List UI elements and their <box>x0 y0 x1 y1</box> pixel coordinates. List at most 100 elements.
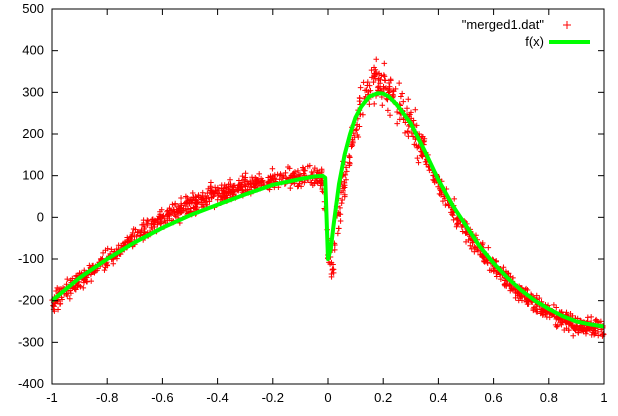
data-point <box>343 176 349 183</box>
data-point <box>515 297 522 304</box>
x-tick-label: 0.2 <box>374 390 392 405</box>
data-point <box>57 300 64 307</box>
data-point <box>500 264 507 271</box>
data-point <box>414 155 421 161</box>
data-point <box>542 311 549 318</box>
data-point <box>229 187 235 193</box>
data-point <box>579 324 585 331</box>
data-point <box>404 129 411 135</box>
data-point <box>69 275 76 282</box>
data-point <box>396 80 402 86</box>
data-point <box>479 254 486 260</box>
data-point <box>242 178 248 184</box>
data-point <box>157 208 163 215</box>
data-point <box>227 176 233 183</box>
data-point <box>381 86 387 92</box>
data-point <box>370 79 377 85</box>
data-point <box>145 218 151 224</box>
data-point <box>377 85 383 92</box>
data-point <box>551 302 557 308</box>
data-point <box>88 271 94 278</box>
data-point <box>270 173 276 179</box>
data-point <box>81 279 87 286</box>
data-point <box>253 176 260 183</box>
data-point <box>208 190 215 196</box>
data-point <box>314 167 320 174</box>
data-point <box>592 330 598 337</box>
y-tick-label: -200 <box>18 293 44 308</box>
data-point <box>276 176 283 183</box>
data-point <box>351 134 358 141</box>
data-point <box>415 159 422 166</box>
data-point <box>442 202 449 208</box>
data-point <box>408 109 414 116</box>
data-point <box>536 295 543 301</box>
data-point <box>510 275 516 281</box>
data-point <box>154 219 161 226</box>
data-point <box>218 182 225 188</box>
data-point <box>77 283 84 290</box>
data-point <box>566 327 572 333</box>
legend-plus-marker <box>563 21 571 29</box>
data-point <box>454 222 460 228</box>
data-point <box>533 303 540 309</box>
data-point <box>337 205 343 211</box>
data-point <box>402 119 409 126</box>
data-point <box>242 183 249 189</box>
data-point <box>133 233 140 240</box>
data-point <box>377 76 384 83</box>
data-point <box>387 112 393 119</box>
data-point <box>185 199 191 206</box>
data-point <box>97 256 104 262</box>
data-point <box>318 180 325 187</box>
data-point <box>308 179 315 186</box>
data-point <box>287 185 294 191</box>
data-point <box>220 188 227 194</box>
data-point <box>414 144 421 151</box>
data-point <box>137 228 143 235</box>
data-point <box>282 170 289 176</box>
data-point <box>390 87 396 94</box>
data-point <box>198 196 205 202</box>
data-point <box>335 230 341 237</box>
data-point <box>150 216 156 222</box>
data-point <box>366 82 373 89</box>
data-point <box>554 323 561 329</box>
data-point <box>493 273 500 280</box>
data-point <box>588 332 595 338</box>
data-point <box>171 208 178 215</box>
data-point <box>507 287 514 294</box>
data-point <box>166 205 173 211</box>
data-point <box>204 201 210 208</box>
data-point <box>368 67 375 73</box>
data-point <box>410 133 416 140</box>
data-point <box>72 286 79 293</box>
data-point <box>337 218 344 224</box>
data-point <box>296 171 302 178</box>
y-tick-label: -300 <box>18 334 44 349</box>
data-point <box>227 183 233 190</box>
data-point <box>210 193 217 200</box>
data-point <box>530 307 537 314</box>
data-point <box>571 326 578 332</box>
data-point <box>533 292 540 299</box>
data-point <box>180 207 186 214</box>
data-point <box>138 229 144 236</box>
data-point <box>239 179 245 186</box>
data-point <box>104 245 111 252</box>
data-point <box>586 325 593 332</box>
data-point <box>132 226 139 233</box>
y-axis-tick-labels: -400 -300 -200 -100 0 100 200 300 400 500 <box>18 1 44 391</box>
data-point <box>265 178 271 185</box>
data-point <box>254 177 260 183</box>
data-point <box>533 308 540 315</box>
x-tick-label: -0.6 <box>151 390 173 405</box>
y-tick-label: 100 <box>22 168 44 183</box>
data-point <box>563 309 570 316</box>
x-tick-label: -1 <box>46 390 58 405</box>
data-point <box>539 307 546 313</box>
data-point <box>230 184 237 190</box>
data-point <box>413 142 420 148</box>
data-point <box>73 272 79 279</box>
